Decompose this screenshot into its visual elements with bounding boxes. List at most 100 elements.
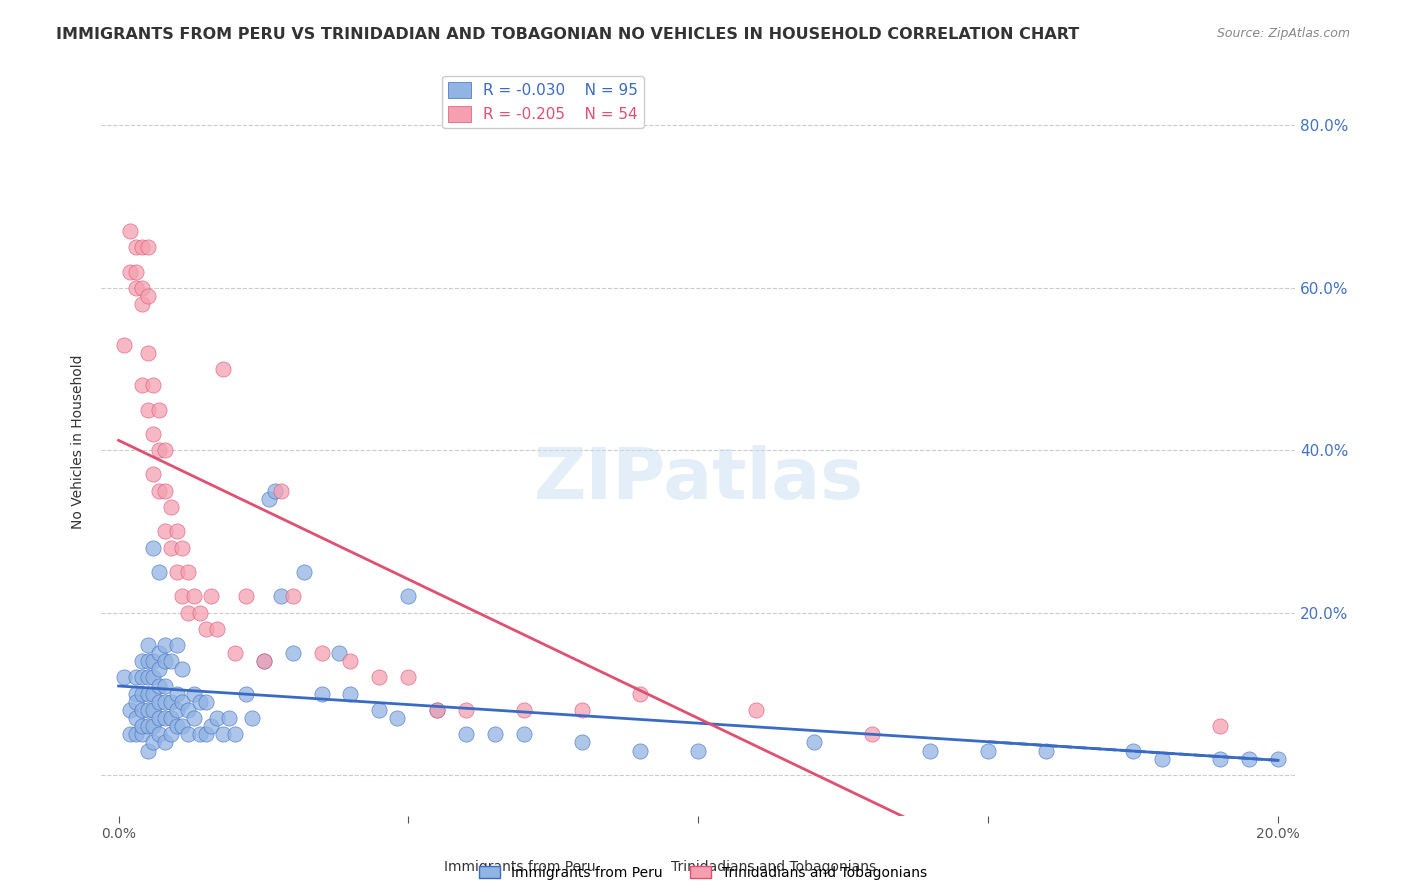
Y-axis label: No Vehicles in Household: No Vehicles in Household (72, 355, 86, 529)
Point (188, 695, 211, 709)
Point (148, 443, 170, 458)
Point (136, 719, 159, 733)
Point (153, 695, 176, 709)
Point (120, 224, 142, 238)
Point (456, 703, 478, 717)
Point (339, 687, 361, 701)
Point (311, 687, 333, 701)
Point (172, 589, 194, 603)
Point (628, 687, 651, 701)
Point (142, 541, 165, 555)
Point (860, 727, 883, 741)
Point (1209, 719, 1232, 733)
Point (166, 687, 188, 701)
Point (292, 565, 315, 579)
Point (803, 735, 825, 749)
Text: ZIPatlas: ZIPatlas (533, 445, 863, 514)
Point (142, 671, 165, 685)
Point (120, 264, 142, 278)
Point (153, 483, 176, 498)
Point (148, 711, 170, 725)
Point (688, 743, 710, 757)
Point (224, 646, 246, 660)
Point (125, 695, 148, 709)
Point (1209, 752, 1232, 766)
Point (148, 679, 170, 693)
Point (194, 695, 217, 709)
Point (159, 695, 181, 709)
Point (136, 345, 159, 359)
Point (920, 743, 942, 757)
Point (148, 402, 170, 417)
Point (235, 687, 257, 701)
Point (131, 687, 153, 701)
Point (183, 687, 205, 701)
Point (212, 362, 235, 376)
Point (125, 240, 148, 254)
Point (153, 443, 176, 458)
Point (136, 743, 159, 757)
Point (177, 606, 200, 620)
Point (281, 646, 304, 660)
Point (142, 378, 165, 392)
Point (136, 240, 159, 254)
Point (1267, 752, 1289, 766)
Point (148, 695, 170, 709)
Point (188, 606, 211, 620)
Point (1237, 752, 1260, 766)
Point (398, 671, 420, 685)
Point (131, 281, 153, 295)
Point (148, 662, 170, 676)
Point (136, 402, 159, 417)
Point (172, 695, 194, 709)
Point (142, 687, 165, 701)
Legend: R = -0.030    N = 95, R = -0.205    N = 54: R = -0.030 N = 95, R = -0.205 N = 54 (441, 76, 644, 128)
Point (194, 622, 217, 636)
Point (252, 654, 274, 668)
Point (188, 727, 211, 741)
Point (136, 671, 159, 685)
Point (159, 654, 181, 668)
Point (339, 654, 361, 668)
Point (513, 727, 536, 741)
Point (1152, 752, 1174, 766)
Text: IMMIGRANTS FROM PERU VS TRINIDADIAN AND TOBAGONIAN NO VEHICLES IN HOUSEHOLD CORR: IMMIGRANTS FROM PERU VS TRINIDADIAN AND … (56, 27, 1080, 42)
Point (142, 654, 165, 668)
Point (456, 727, 478, 741)
Point (385, 711, 408, 725)
Point (328, 646, 350, 660)
Point (159, 500, 181, 514)
Text: Immigrants from Peru: Immigrants from Peru (444, 860, 596, 874)
Point (131, 378, 153, 392)
Point (270, 483, 292, 498)
Point (426, 703, 449, 717)
Point (148, 727, 170, 741)
Point (484, 727, 506, 741)
Point (153, 638, 176, 652)
Point (1122, 743, 1144, 757)
Point (142, 426, 165, 441)
Point (148, 565, 170, 579)
Point (112, 671, 135, 685)
Point (218, 711, 240, 725)
Point (177, 565, 200, 579)
Point (205, 622, 228, 636)
Point (398, 589, 420, 603)
Point (224, 727, 246, 741)
Point (368, 703, 391, 717)
Point (136, 687, 159, 701)
Text: Trinidadians and Tobagonians: Trinidadians and Tobagonians (671, 860, 876, 874)
Point (235, 589, 257, 603)
Point (172, 541, 194, 555)
Point (628, 743, 651, 757)
Point (159, 541, 181, 555)
Point (153, 735, 176, 749)
Point (125, 671, 148, 685)
Point (183, 589, 205, 603)
Point (200, 719, 222, 733)
Point (125, 727, 148, 741)
Point (368, 671, 391, 685)
Text: Source: ZipAtlas.com: Source: ZipAtlas.com (1216, 27, 1350, 40)
Point (125, 281, 148, 295)
Point (200, 589, 222, 603)
